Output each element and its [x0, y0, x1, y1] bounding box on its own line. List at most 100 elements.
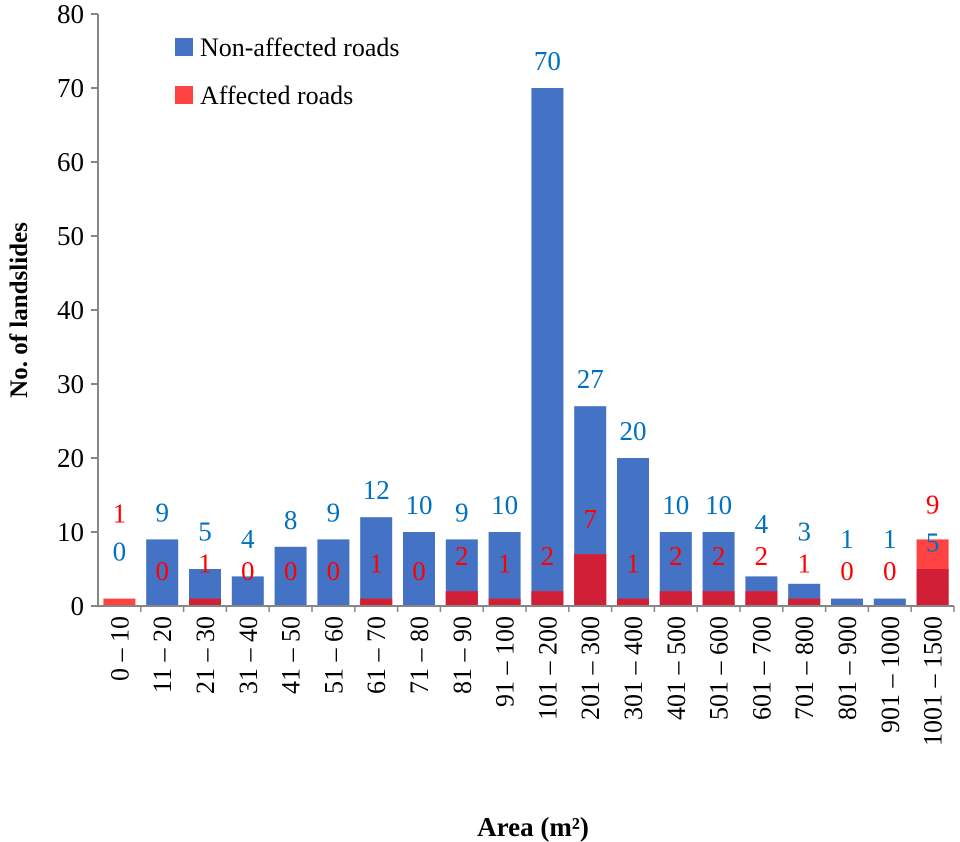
- data-label-non-affected: 10: [491, 490, 518, 520]
- data-label-affected: 9: [926, 489, 940, 519]
- bar-affected-overlap: [360, 598, 393, 606]
- x-tick-label: 41 – 50: [277, 616, 306, 694]
- data-label-non-affected: 4: [755, 509, 769, 539]
- bar-affected-overlap: [189, 598, 221, 606]
- legend-label-affected: Affected roads: [200, 81, 353, 110]
- data-label-affected: 0: [284, 556, 298, 586]
- bar-affected: [103, 598, 136, 606]
- data-label-affected: 2: [541, 541, 555, 571]
- data-label-non-affected: 10: [705, 490, 732, 520]
- x-tick-label: 0 – 10: [105, 616, 134, 681]
- bar-non-affected: [531, 88, 564, 606]
- data-label-non-affected: 27: [577, 364, 604, 394]
- y-tick-label: 20: [57, 443, 84, 473]
- y-tick-label: 50: [57, 221, 84, 251]
- x-tick-label: 11 – 20: [148, 616, 177, 693]
- data-label-affected: 1: [113, 499, 127, 529]
- data-label-non-affected: 0: [113, 537, 127, 567]
- y-tick-label: 60: [57, 147, 84, 177]
- x-tick-label: 71 – 80: [405, 616, 434, 694]
- x-tick-label: 51 – 60: [319, 616, 348, 694]
- data-label-affected: 0: [840, 556, 854, 586]
- x-tick-label: 901 – 1000: [876, 616, 905, 733]
- legend: Non-affected roads Affected roads: [175, 33, 399, 110]
- y-tick-label: 0: [71, 591, 85, 621]
- bar-affected-overlap: [445, 591, 478, 606]
- legend-swatch-non-affected: [175, 38, 193, 56]
- data-label-affected: 1: [198, 549, 212, 579]
- bar-affected-overlap: [531, 591, 564, 606]
- data-label-affected: 1: [498, 549, 512, 579]
- data-label-affected: 2: [669, 541, 683, 571]
- x-tick-label: 201 – 300: [576, 616, 605, 720]
- data-label-non-affected: 5: [198, 517, 212, 547]
- data-label-non-affected: 8: [284, 505, 298, 535]
- data-label-affected: 0: [883, 556, 897, 586]
- data-label-affected: 1: [369, 549, 383, 579]
- legend-swatch-affected: [175, 86, 193, 104]
- x-axis-title: Area (m²): [477, 812, 589, 842]
- data-label-affected: 0: [241, 556, 255, 586]
- bar-affected-overlap: [659, 591, 692, 606]
- bar-non-affected: [831, 598, 863, 606]
- data-label-non-affected: 3: [797, 517, 811, 547]
- data-label-affected: 0: [155, 556, 169, 586]
- y-tick-label: 30: [57, 369, 84, 399]
- bar-affected-overlap: [788, 598, 821, 606]
- bar-affected-overlap: [574, 554, 607, 606]
- bar-non-affected: [488, 532, 521, 606]
- bar-non-affected: [403, 532, 435, 606]
- bar-non-affected: [231, 576, 264, 606]
- x-tick-label: 61 – 70: [362, 616, 391, 694]
- x-tick-label: 601 – 700: [747, 616, 776, 720]
- x-tick-label: 1001 – 1500: [919, 616, 948, 746]
- data-label-affected: 0: [327, 556, 341, 586]
- data-label-affected: 1: [626, 549, 640, 579]
- data-label-non-affected: 4: [241, 524, 255, 554]
- y-axis-title: No. of landslides: [6, 222, 33, 398]
- data-label-affected: 0: [412, 556, 426, 586]
- bar-non-affected: [617, 458, 649, 606]
- data-label-non-affected: 70: [534, 46, 561, 76]
- data-label-affected: 2: [755, 541, 769, 571]
- x-tick-label: 81 – 90: [448, 616, 477, 694]
- y-tick-label: 40: [57, 295, 84, 325]
- bar-non-affected: [360, 517, 393, 606]
- bar-non-affected: [146, 539, 179, 606]
- data-label-affected: 1: [797, 549, 811, 579]
- x-tick-label: 101 – 200: [533, 616, 562, 720]
- legend-label-non-affected: Non-affected roads: [200, 33, 399, 62]
- data-label-affected: 7: [583, 504, 597, 534]
- bar-non-affected: [274, 546, 307, 606]
- y-tick-label: 70: [57, 73, 84, 103]
- bar-affected-overlap: [488, 598, 521, 606]
- bar-non-affected: [873, 598, 906, 606]
- x-tick-label: 501 – 600: [705, 616, 734, 720]
- data-label-non-affected: 1: [840, 524, 854, 554]
- x-tick-label: 31 – 40: [234, 616, 263, 694]
- bar-affected-overlap: [617, 598, 649, 606]
- bar-affected-overlap: [916, 569, 949, 606]
- data-label-non-affected: 12: [363, 475, 390, 505]
- data-label-non-affected: 10: [406, 490, 433, 520]
- y-tick-label: 10: [57, 517, 84, 547]
- data-label-non-affected: 1: [883, 524, 897, 554]
- data-label-non-affected: 9: [327, 497, 341, 527]
- data-label-non-affected: 20: [620, 416, 647, 446]
- data-label-non-affected: 9: [455, 497, 469, 527]
- x-tick-label: 401 – 500: [662, 616, 691, 720]
- x-tick-label: 301 – 400: [619, 616, 648, 720]
- bar-affected-overlap: [745, 591, 778, 606]
- data-label-non-affected: 9: [155, 497, 169, 527]
- x-tick-label: 801 – 900: [833, 616, 862, 720]
- x-tick-label: 21 – 30: [191, 616, 220, 694]
- y-tick-label: 80: [57, 0, 84, 29]
- data-label-affected: 2: [712, 541, 726, 571]
- data-label-affected: 2: [455, 541, 469, 571]
- bar-non-affected: [317, 539, 350, 606]
- x-tick-label: 701 – 800: [790, 616, 819, 720]
- data-label-non-affected: 5: [926, 527, 940, 557]
- x-tick-label: 91 – 100: [491, 616, 520, 707]
- data-label-non-affected: 10: [662, 490, 689, 520]
